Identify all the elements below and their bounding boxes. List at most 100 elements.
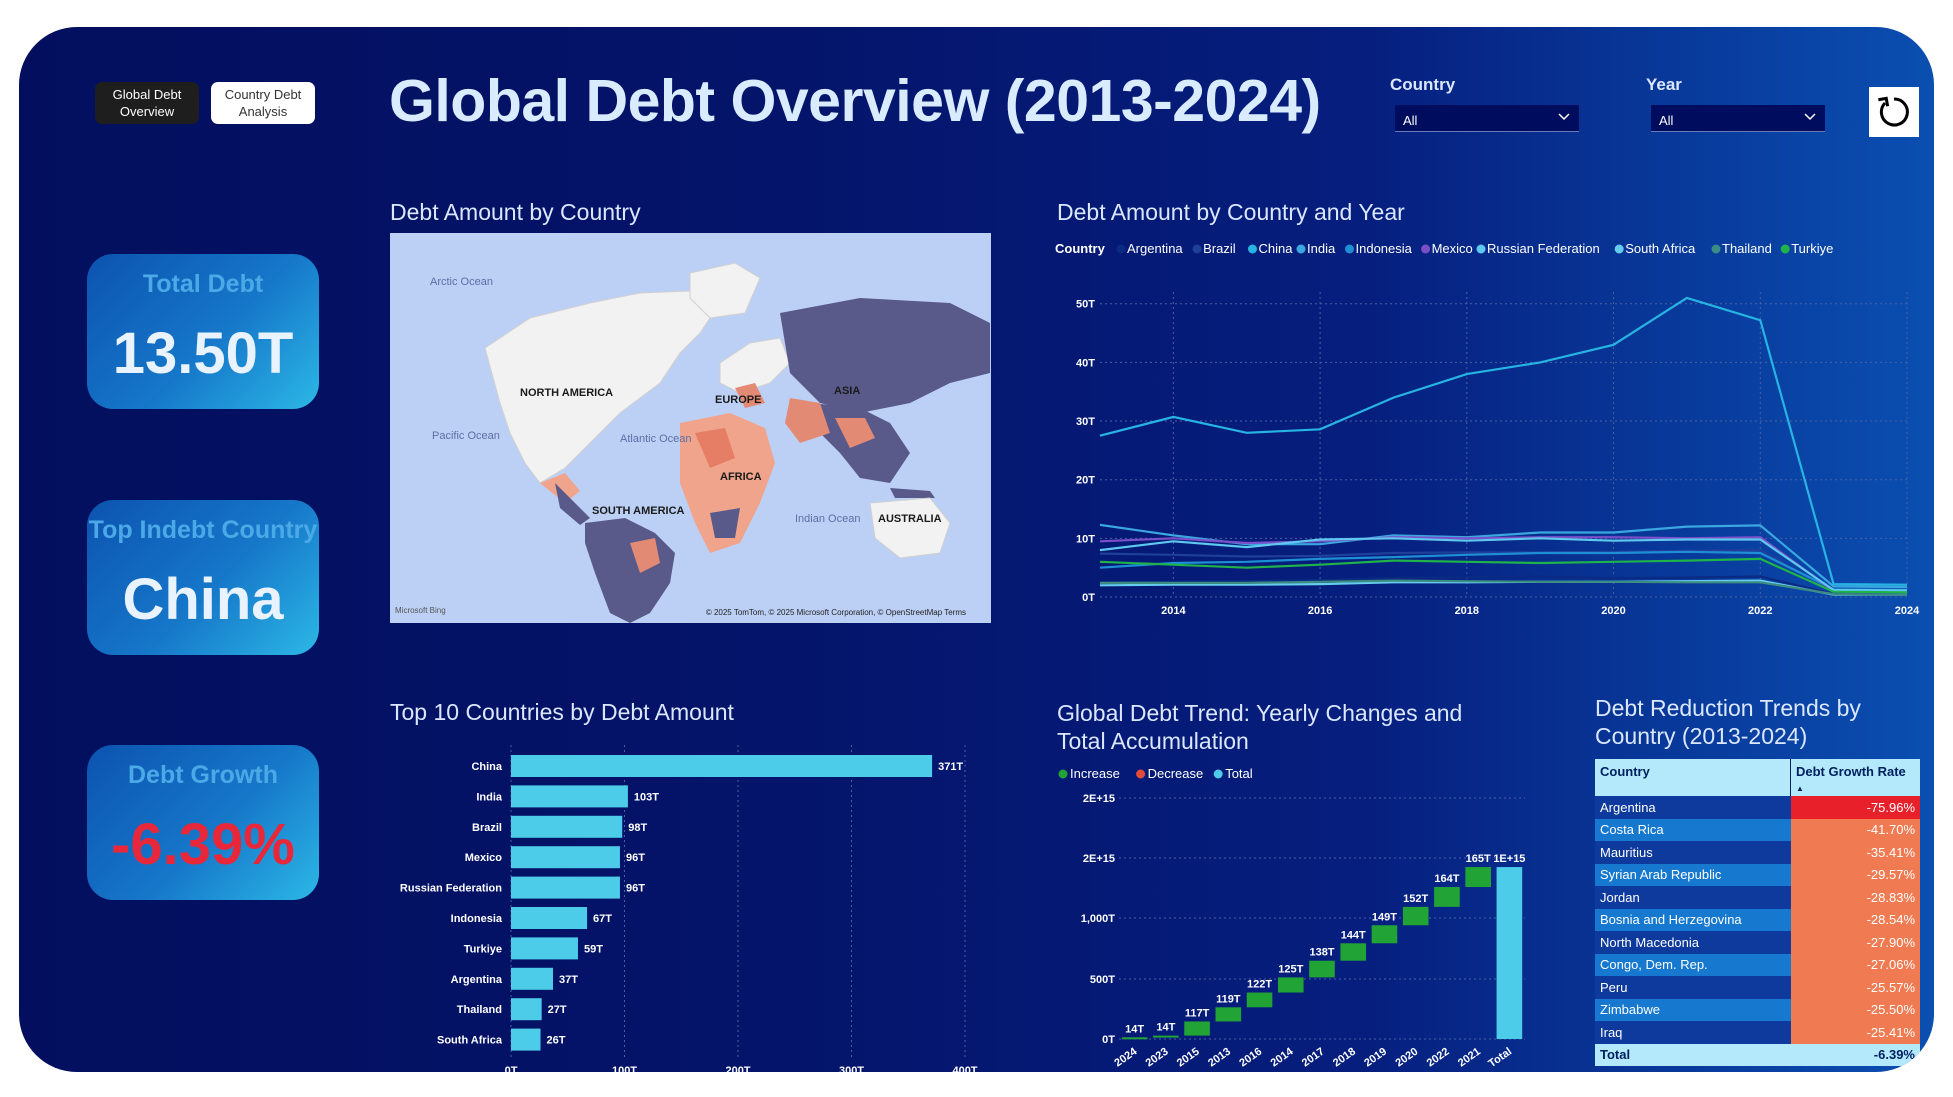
y-tick-label: 0T — [1102, 1034, 1115, 1046]
bar — [511, 998, 542, 1021]
total-label: Total — [1595, 1043, 1791, 1066]
dashboard-canvas: Global Debt Overview Country Debt Analys… — [19, 27, 1934, 1072]
table-row[interactable]: Congo, Dem. Rep. -27.06% — [1595, 953, 1920, 976]
legend-item: Brazil — [1203, 241, 1236, 256]
table-row[interactable]: Argentina -75.96% — [1595, 796, 1920, 819]
table-row[interactable]: Bosnia and Herzegovina -28.54% — [1595, 908, 1920, 931]
bar-category-label: Turkiye — [464, 943, 502, 955]
legend-item: Russian Federation — [1487, 241, 1600, 256]
table-cell-rate: -27.90% — [1790, 931, 1920, 954]
x-tick-label: 2020 — [1393, 1046, 1420, 1070]
kpi-label: Debt Growth — [128, 761, 278, 789]
table-header-country[interactable]: Country — [1595, 759, 1791, 796]
bar-data-label: 96T — [626, 852, 645, 864]
waterfall-title: Global Debt Trend: Yearly Changes and To… — [1057, 700, 1463, 754]
waterfall-data-label: 117T — [1185, 1007, 1210, 1019]
y-tick-label: 30T — [1076, 416, 1095, 428]
legend-marker — [1476, 244, 1486, 254]
table-row[interactable]: Jordan -28.83% — [1595, 886, 1920, 909]
bar-chart[interactable]: 0T 100T 200T 300T 400T China 371T India 103T Braz… — [359, 739, 999, 1072]
legend-marker — [1780, 244, 1790, 254]
table-header-rate[interactable]: Debt Growth Rate ▲ — [1790, 759, 1920, 796]
legend-marker — [1296, 244, 1306, 254]
line-series-indonesia — [1099, 550, 1908, 592]
line-series-argentina — [1099, 575, 1908, 596]
x-tick-label: 2015 — [1175, 1046, 1202, 1070]
legend-item: India — [1307, 241, 1336, 256]
waterfall-data-label: 165T — [1466, 853, 1491, 865]
map-continent-label: SOUTH AMERICA — [592, 505, 685, 517]
table-cell-rate: -35.41% — [1790, 841, 1920, 864]
bar-category-label: Mexico — [465, 852, 503, 864]
waterfall-data-label: 14T — [1156, 1022, 1175, 1034]
table-row[interactable]: Mauritius -35.41% — [1595, 841, 1920, 864]
waterfall-total-bar — [1496, 867, 1523, 1039]
country-filter-dropdown[interactable]: All — [1395, 105, 1579, 132]
table-cell-rate: -41.70% — [1790, 818, 1920, 841]
legend-item: Thailand — [1722, 241, 1772, 256]
y-tick-label: 0T — [1082, 592, 1095, 604]
waterfall-increase-bar — [1340, 943, 1367, 961]
x-tick-label: 2013 — [1206, 1046, 1233, 1070]
legend-title: Country — [1055, 241, 1106, 256]
bar — [511, 815, 623, 838]
year-filter-value: All — [1659, 113, 1674, 128]
legend-item: Turkiye — [1791, 241, 1833, 256]
table-cell-country: Congo, Dem. Rep. — [1595, 953, 1791, 976]
year-filter-dropdown[interactable]: All — [1651, 105, 1825, 132]
kpi-value: -6.39% — [111, 812, 295, 877]
table-cell-country: Jordan — [1595, 886, 1791, 909]
map-attribution: © 2025 TomTom, © 2025 Microsoft Corporat… — [705, 608, 966, 617]
nav-global-debt-overview-button[interactable]: Global Debt Overview — [95, 82, 199, 124]
nav-country-debt-analysis-button[interactable]: Country Debt Analysis — [211, 82, 315, 124]
bar — [511, 1028, 541, 1051]
chevron-down-icon — [1558, 113, 1570, 121]
waterfall-data-label: 1E+15 — [1493, 853, 1525, 865]
world-map-shapes — [484, 262, 990, 623]
table-row[interactable]: Zimbabwe -25.50% — [1595, 998, 1920, 1021]
table-cell-rate: -75.96% — [1790, 796, 1920, 819]
waterfall-increase-bar — [1434, 887, 1460, 907]
line-chart[interactable]: Country Argentina Brazil China India Indonesi… — [1055, 237, 1920, 617]
table-row[interactable]: Costa Rica -41.70% — [1595, 818, 1920, 841]
legend-marker — [1421, 244, 1431, 254]
table-row[interactable]: Iraq -25.41% — [1595, 1021, 1920, 1044]
table-row[interactable]: Peru -25.57% — [1595, 976, 1920, 999]
map-ocean-label: Indian Ocean — [795, 513, 861, 525]
bar-data-label: 103T — [634, 791, 659, 803]
kpi-label: Top Indebt Country — [88, 516, 318, 544]
total-value: -6.39% — [1790, 1043, 1920, 1066]
waterfall-chart[interactable]: Increase Decrease Total 0T 500T 1,000T 2E+15 2E… — [1039, 763, 1539, 1072]
bar-category-label: Brazil — [472, 822, 502, 834]
debt-map[interactable]: Arctic Ocean NORTH AMERICA Pacific Ocean… — [390, 233, 991, 623]
x-tick-label: 2017 — [1300, 1046, 1327, 1070]
table-cell-rate: -27.06% — [1790, 953, 1920, 976]
bar-category-label: Argentina — [451, 974, 503, 986]
legend-marker — [1345, 244, 1354, 254]
waterfall-data-label: 122T — [1247, 979, 1272, 991]
map-continent-label: AUSTRALIA — [878, 513, 942, 525]
table-row[interactable]: Syrian Arab Republic -29.57% — [1595, 863, 1920, 886]
debt-reduction-table[interactable]: Country Debt Growth Rate ▲ Argentina -75.9… — [1595, 759, 1920, 1072]
line-series-brazil — [1099, 548, 1908, 593]
waterfall-increase-bar — [1121, 1037, 1148, 1040]
waterfall-data-label: 144T — [1341, 929, 1366, 941]
reset-button[interactable] — [1869, 87, 1919, 137]
bar-data-label: 37T — [559, 974, 578, 986]
bar — [511, 937, 578, 960]
x-tick-label: 2016 — [1237, 1046, 1264, 1070]
map-continent-label: EUROPE — [715, 394, 762, 406]
bar — [511, 846, 620, 869]
x-tick-label: 2016 — [1308, 605, 1332, 617]
table-cell-country: Bosnia and Herzegovina — [1595, 908, 1791, 931]
waterfall-data-label: 125T — [1278, 963, 1303, 975]
table-header-rate-label: Debt Growth Rate — [1796, 764, 1906, 779]
y-tick-label: 50T — [1076, 299, 1095, 311]
legend-item: Argentina — [1127, 241, 1183, 256]
table-row[interactable]: North Macedonia -27.90% — [1595, 931, 1920, 954]
x-tick-label: 2023 — [1144, 1046, 1171, 1070]
table-cell-rate: -28.54% — [1790, 908, 1920, 931]
map-title: Debt Amount by Country — [390, 199, 641, 225]
bar-category-label: Thailand — [457, 1004, 502, 1016]
year-filter-label: Year — [1646, 75, 1682, 94]
